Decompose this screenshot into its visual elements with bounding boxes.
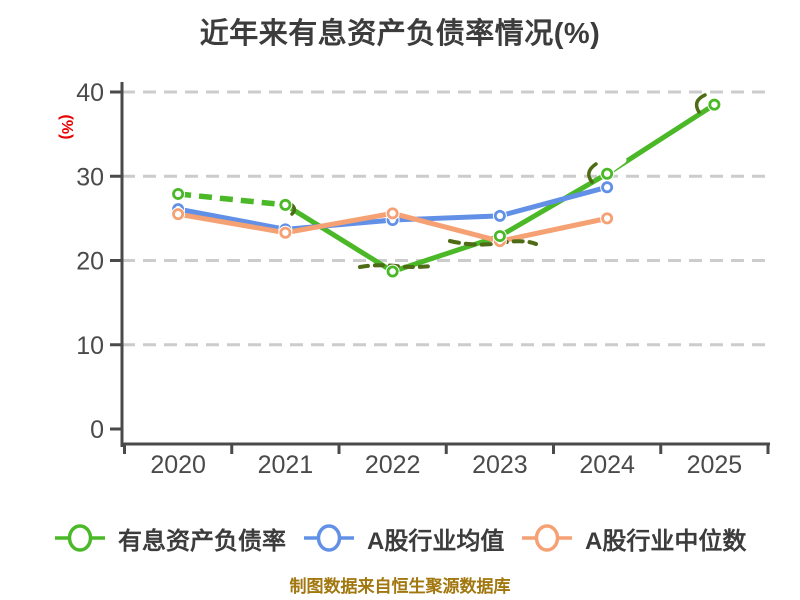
y-tick-label: 20 (76, 248, 104, 276)
sketch-accent (608, 156, 627, 172)
x-tick-label: 2022 (365, 451, 421, 479)
line-dashed-segment (177, 191, 286, 208)
axes: 0 10 20 30 40 2020 2021 2022 2023 2024 2025 (76, 79, 770, 479)
legend: 有息资产负债率 A股行业均值 A股行业中位数 (0, 521, 800, 555)
legend-marker-green-icon (55, 524, 105, 552)
legend-circle (534, 524, 560, 552)
legend-marker-blue-icon (304, 524, 354, 552)
legend-item-industry-mean: A股行业均值 (303, 521, 504, 555)
x-tick-label: 2021 (258, 451, 314, 479)
data-point-marker (601, 167, 614, 180)
data-point-marker (386, 207, 399, 220)
x-tick-label: 2023 (472, 451, 528, 479)
legend-item-industry-median: A股行业中位数 (521, 521, 746, 555)
legend-marker-orange-icon (522, 524, 572, 552)
data-point-marker (279, 198, 292, 211)
data-point-marker (493, 209, 506, 222)
line-chart-plot: 0 10 20 30 40 2020 2021 2022 2023 2024 2025 (%) (58, 79, 770, 479)
chart-title: 近年来有息资产负债率情况(%) (199, 18, 601, 50)
legend-label: A股行业中位数 (585, 527, 747, 555)
data-point-marker (601, 212, 614, 225)
legend-label: 有息资产负债率 (118, 527, 286, 555)
x-tick-label: 2020 (150, 451, 206, 479)
sketch-accent (694, 93, 707, 114)
x-tick-label: 2024 (579, 451, 635, 479)
data-point-marker (601, 181, 614, 194)
data-point-marker (172, 208, 185, 221)
legend-item-interest-bearing-debt-ratio: 有息资产负债率 (54, 521, 286, 555)
x-tick-label: 2025 (687, 451, 743, 479)
data-point-marker (172, 187, 185, 200)
series-markers-2 (171, 206, 615, 249)
data-point-marker (493, 230, 506, 243)
y-tick-label: 10 (76, 332, 104, 360)
legend-circle (67, 524, 93, 552)
series-markers-0 (171, 97, 722, 279)
legend-circle (316, 524, 342, 552)
y-tick-label: 40 (76, 79, 104, 107)
data-point-marker (386, 265, 399, 278)
gridlines (122, 90, 768, 347)
legend-label: A股行业均值 (367, 527, 505, 555)
y-tick-label: 0 (90, 416, 104, 444)
y-tick-label: 30 (76, 163, 104, 191)
data-point-marker (279, 226, 292, 239)
data-source-note: 制图数据来自恒生聚源数据库 (289, 577, 511, 596)
sketch-accent (587, 162, 598, 184)
y-axis-unit-label: (%) (58, 115, 75, 140)
data-point-marker (708, 98, 721, 111)
series-line-0 (177, 102, 716, 275)
